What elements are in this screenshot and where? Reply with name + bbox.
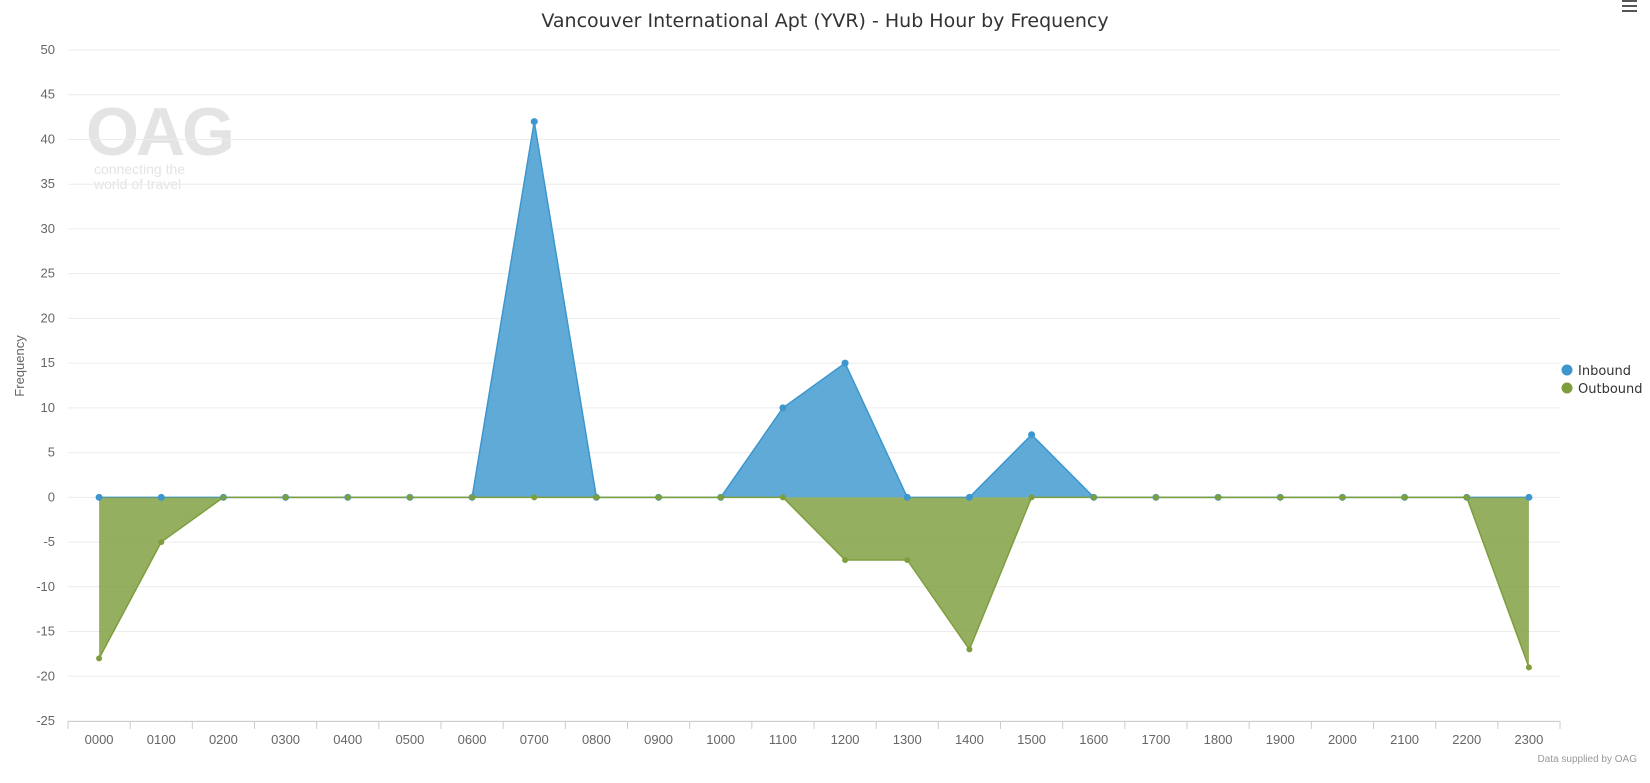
x-tick-label: 0300: [271, 732, 300, 747]
x-tick-label: 2200: [1452, 732, 1481, 747]
data-point-inbound[interactable]: [841, 359, 849, 367]
chart-title: Vancouver International Apt (YVR) - Hub …: [541, 10, 1108, 32]
data-point-outbound[interactable]: [1525, 664, 1532, 671]
x-tick-label: 2300: [1514, 732, 1543, 747]
x-tick-label: 0400: [333, 732, 362, 747]
data-point-inbound[interactable]: [965, 493, 973, 501]
data-point-inbound[interactable]: [903, 493, 911, 501]
x-tick-label: 2100: [1390, 732, 1419, 747]
x-tick-label: 0500: [395, 732, 424, 747]
data-point-outbound[interactable]: [1215, 494, 1222, 501]
data-point-outbound[interactable]: [1090, 494, 1097, 501]
y-tick-label: 50: [41, 42, 55, 57]
hamburger-menu-icon[interactable]: [1620, 0, 1644, 16]
data-point-outbound[interactable]: [96, 655, 103, 662]
x-axis: [67, 721, 1561, 729]
data-point-outbound[interactable]: [717, 494, 724, 501]
y-tick-label: 20: [41, 310, 55, 325]
legend-label: Outbound: [1578, 382, 1643, 397]
x-tick-label: 0200: [209, 732, 238, 747]
data-point-outbound[interactable]: [842, 556, 849, 563]
watermark-brand: OAG: [86, 94, 232, 170]
data-point-outbound[interactable]: [282, 494, 289, 501]
data-point-outbound[interactable]: [1463, 494, 1470, 501]
watermark-tagline-1: connecting the: [94, 161, 185, 177]
data-point-outbound[interactable]: [1401, 494, 1408, 501]
x-axis-ticks: 0000 0100 0200 0300 0400 0500 0600 0700 0800 0900…: [85, 732, 1544, 747]
legend-label: Inbound: [1578, 364, 1631, 379]
data-point-inbound[interactable]: [157, 493, 165, 501]
x-tick-label: 2000: [1328, 732, 1357, 747]
data-point-outbound[interactable]: [1028, 494, 1035, 501]
y-tick-label: -20: [36, 668, 55, 683]
series-points: [95, 118, 1533, 671]
data-point-outbound[interactable]: [593, 494, 600, 501]
data-point-inbound[interactable]: [1525, 493, 1533, 501]
data-point-outbound[interactable]: [904, 556, 911, 563]
data-point-outbound[interactable]: [531, 494, 538, 501]
data-point-outbound[interactable]: [655, 494, 662, 501]
data-point-inbound[interactable]: [779, 404, 787, 412]
x-tick-label: 1000: [706, 732, 735, 747]
y-tick-label: 30: [41, 221, 55, 236]
y-tick-label: 10: [41, 400, 55, 415]
x-tick-label: 0700: [520, 732, 549, 747]
y-tick-label: 15: [41, 355, 55, 370]
series-area-inbound: [99, 121, 1529, 498]
data-point-outbound[interactable]: [1277, 494, 1284, 501]
y-tick-label: 25: [41, 266, 55, 281]
data-point-outbound[interactable]: [1339, 494, 1346, 501]
x-tick-label: 0000: [85, 732, 114, 747]
x-tick-label: 0900: [644, 732, 673, 747]
y-tick-label: -10: [36, 579, 55, 594]
data-point-outbound[interactable]: [1152, 494, 1159, 501]
x-tick-label: 0800: [582, 732, 611, 747]
x-tick-label: 1800: [1204, 732, 1233, 747]
x-tick-label: 0100: [147, 732, 176, 747]
y-tick-label: -5: [43, 534, 55, 549]
oag-watermark-logo: OAG connecting the world of travel: [86, 94, 235, 192]
y-tick-label: 45: [41, 87, 55, 102]
x-tick-label: 1300: [893, 732, 922, 747]
y-axis-title: Frequency: [12, 335, 27, 397]
x-tick-label: 1600: [1079, 732, 1108, 747]
data-point-outbound[interactable]: [966, 646, 973, 653]
data-point-inbound[interactable]: [1028, 431, 1036, 439]
legend-item-outbound[interactable]: Outbound: [1561, 382, 1643, 397]
legend-marker: [1561, 382, 1573, 394]
legend: Inbound Outbound: [1561, 364, 1643, 397]
data-point-outbound[interactable]: [406, 494, 413, 501]
legend-marker: [1561, 364, 1573, 376]
x-tick-label: 1400: [955, 732, 984, 747]
y-tick-label: -25: [36, 713, 55, 728]
x-tick-label: 1500: [1017, 732, 1046, 747]
data-point-outbound[interactable]: [469, 494, 476, 501]
y-tick-label: 5: [48, 445, 55, 460]
y-tick-label: -15: [36, 624, 55, 639]
x-tick-label: 1900: [1266, 732, 1295, 747]
data-point-outbound[interactable]: [158, 539, 165, 546]
credit-text[interactable]: Data supplied by OAG: [1538, 754, 1638, 765]
legend-item-inbound[interactable]: Inbound: [1561, 364, 1632, 379]
series-areas: [98, 121, 1530, 668]
x-tick-label: 1200: [831, 732, 860, 747]
data-point-outbound[interactable]: [220, 494, 227, 501]
data-point-outbound[interactable]: [779, 494, 786, 501]
y-tick-label: 40: [41, 131, 55, 146]
series-area-outbound: [99, 497, 1529, 668]
x-tick-label: 1100: [769, 732, 797, 747]
data-point-inbound[interactable]: [530, 118, 538, 126]
y-tick-label: 0: [48, 489, 55, 504]
x-tick-label: 0600: [458, 732, 487, 747]
data-point-outbound[interactable]: [344, 494, 351, 501]
x-tick-label: 1700: [1141, 732, 1170, 747]
y-tick-label: 35: [41, 176, 55, 191]
series-line-outbound: [98, 496, 1530, 668]
data-point-inbound[interactable]: [95, 493, 103, 501]
